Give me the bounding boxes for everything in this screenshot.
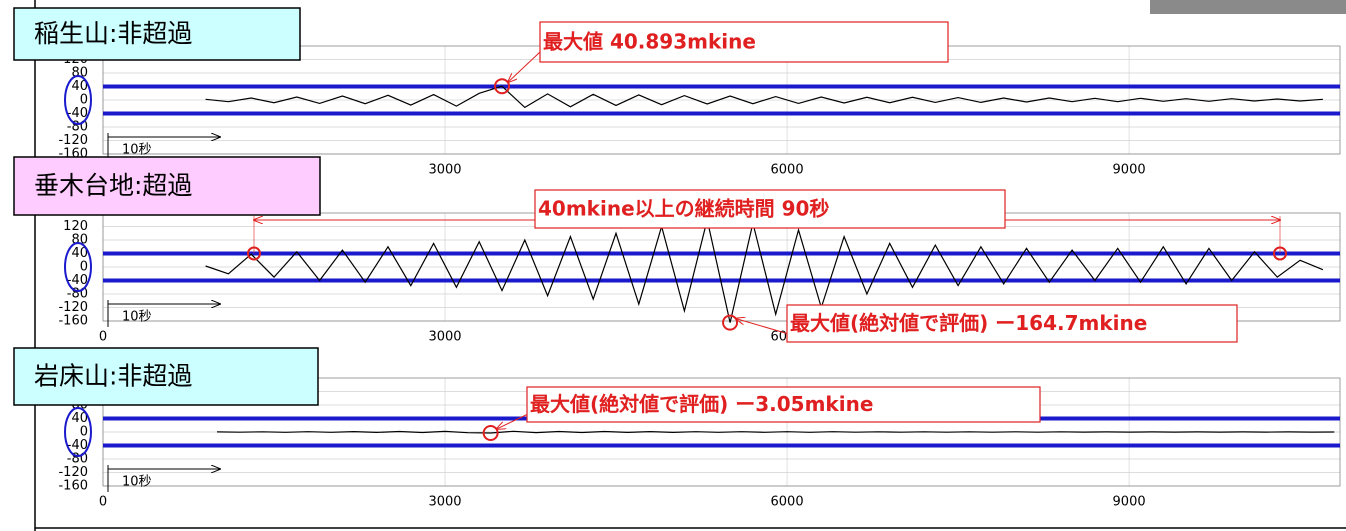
x-tick-label: 6000 bbox=[771, 495, 804, 510]
x-tick-label: 3000 bbox=[428, 330, 461, 345]
y-tick-label: -160 bbox=[58, 479, 88, 494]
y-tick-label: -160 bbox=[58, 314, 88, 329]
x-tick-label: 9000 bbox=[1113, 163, 1146, 178]
panel-label: 稲生山:非超過 bbox=[34, 19, 192, 48]
annotation-arrow bbox=[508, 52, 540, 82]
annotation-text: 40mkine以上の継続時間 90秒 bbox=[538, 197, 829, 221]
figure: 12080400-40-80-120-160030006000900010秒最大… bbox=[0, 0, 1346, 531]
annotation-text: 最大値(絶対値で評価) ー3.05mkine bbox=[530, 392, 873, 416]
panel-label: 垂木台地:超過 bbox=[34, 171, 192, 200]
scale-label: 10秒 bbox=[122, 475, 152, 490]
photo-fragment bbox=[1150, 0, 1346, 14]
x-tick-label: 0 bbox=[99, 495, 107, 510]
x-tick-label: 3000 bbox=[428, 495, 461, 510]
scale-label: 10秒 bbox=[122, 143, 152, 158]
annotation-text: 最大値(絶対値で評価) ー164.7mkine bbox=[790, 311, 1147, 335]
scale-label: 10秒 bbox=[122, 310, 152, 325]
x-tick-label: 3000 bbox=[428, 163, 461, 178]
panel-label: 岩床山:非超過 bbox=[34, 362, 192, 391]
x-tick-label: 9000 bbox=[1113, 495, 1146, 510]
x-tick-label: 0 bbox=[99, 330, 107, 345]
waveform bbox=[206, 86, 1323, 107]
waveform bbox=[217, 431, 1334, 433]
x-tick-label: 6000 bbox=[771, 163, 804, 178]
annotation-text: 最大値 40.893mkine bbox=[543, 30, 756, 54]
